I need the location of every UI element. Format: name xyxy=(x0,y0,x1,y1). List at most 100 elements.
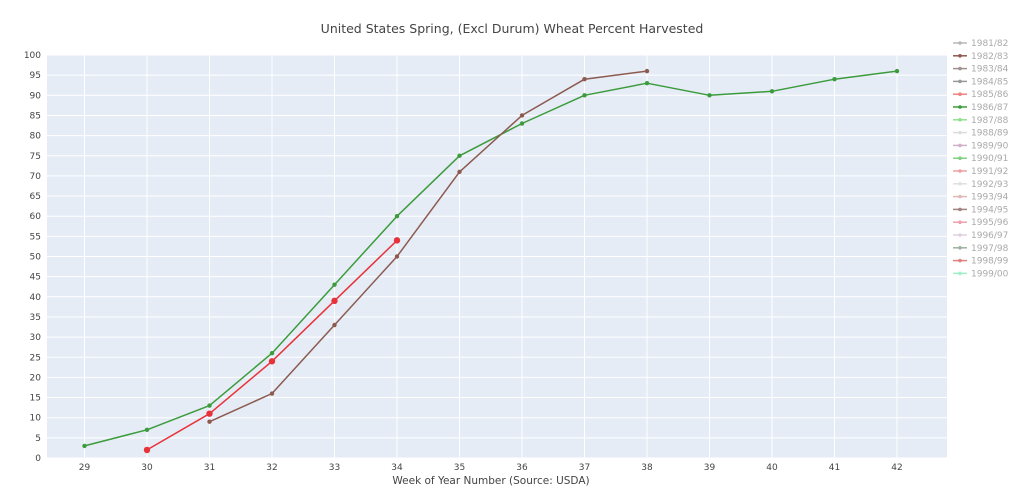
legend-item[interactable]: 1991/92 xyxy=(953,167,1008,177)
legend-item[interactable]: 1982/83 xyxy=(953,52,1008,62)
data-point xyxy=(582,93,587,98)
legend-label: 1998/99 xyxy=(971,257,1009,267)
data-point xyxy=(644,68,650,74)
x-tick-label: 40 xyxy=(766,463,778,473)
y-tick-label: 60 xyxy=(30,212,42,222)
legend-label: 1999/00 xyxy=(971,269,1009,279)
legend-label: 1986/87 xyxy=(971,103,1008,113)
legend-marker xyxy=(958,118,962,122)
legend-label: 1983/84 xyxy=(971,65,1009,75)
legend-label: 1993/94 xyxy=(971,193,1009,203)
legend-marker xyxy=(958,220,962,224)
legend-item[interactable]: 1993/94 xyxy=(953,193,1009,203)
data-point xyxy=(332,322,337,328)
y-tick-label: 5 xyxy=(35,434,41,444)
y-tick-label: 80 xyxy=(30,132,42,142)
legend-marker xyxy=(958,207,962,212)
x-tick-label: 38 xyxy=(641,463,653,473)
y-tick-label: 40 xyxy=(30,293,42,303)
x-tick-label: 39 xyxy=(704,463,716,473)
legend-items: 1981/82 1982/83 1983/84 1984/85 1985/86 1986/… xyxy=(953,39,1009,279)
data-point xyxy=(457,153,462,158)
x-tick-label: 41 xyxy=(829,463,840,473)
legend-marker xyxy=(958,41,962,45)
data-point xyxy=(519,113,525,118)
legend-item[interactable]: 1987/88 xyxy=(953,116,1009,126)
data-point xyxy=(707,93,712,98)
data-point xyxy=(269,351,275,356)
x-tick-label: 42 xyxy=(891,463,902,473)
y-tick-label: 55 xyxy=(30,232,41,242)
data-point xyxy=(394,214,400,219)
legend-marker xyxy=(958,143,962,148)
data-point xyxy=(269,391,275,396)
legend-marker xyxy=(958,194,962,199)
legend-marker xyxy=(958,66,962,71)
legend-label: 1996/97 xyxy=(971,231,1008,241)
legend-marker xyxy=(958,233,962,237)
legend-label: 1997/98 xyxy=(971,244,1009,254)
legend-label: 1981/82 xyxy=(971,39,1008,49)
data-point xyxy=(393,237,401,244)
legend-item[interactable]: 1998/99 xyxy=(953,257,1009,267)
legend-item[interactable]: 1985/86 xyxy=(953,90,1009,100)
y-tick-label: 15 xyxy=(30,394,41,404)
legend-item[interactable]: 1983/84 xyxy=(953,65,1009,75)
data-point xyxy=(394,254,400,259)
legend-label: 1987/88 xyxy=(971,116,1009,126)
legend-item[interactable]: 1999/00 xyxy=(953,269,1009,279)
legend-label: 1995/96 xyxy=(971,218,1009,228)
y-tick-label: 10 xyxy=(30,414,42,424)
legend-marker xyxy=(958,182,962,186)
legend-item[interactable]: 1997/98 xyxy=(953,244,1009,254)
legend-marker xyxy=(958,169,962,173)
x-tick-label: 33 xyxy=(329,463,340,473)
legend-marker xyxy=(958,92,962,96)
legend[interactable]: 1981/82 1982/83 1983/84 1984/85 1985/86 1986/… xyxy=(953,39,1009,279)
data-point xyxy=(644,81,650,86)
legend-label: 1984/85 xyxy=(971,77,1008,87)
x-axis-ticks: 29 30 31 32 33 34 35 36 37 38 39 40 41 42 xyxy=(79,463,903,473)
y-tick-label: 25 xyxy=(30,353,41,363)
legend-item[interactable]: 1995/96 xyxy=(953,218,1009,228)
series-line xyxy=(84,70,898,447)
y-tick-label: 100 xyxy=(24,51,41,61)
data-point xyxy=(457,169,462,175)
y-tick-label: 50 xyxy=(30,253,42,263)
legend-item[interactable]: 1989/90 xyxy=(953,141,1009,151)
series-line xyxy=(209,70,648,423)
legend-item[interactable]: 1990/91 xyxy=(953,154,1008,164)
legend-label: 1985/86 xyxy=(971,90,1009,100)
legend-marker xyxy=(958,271,962,276)
data-point xyxy=(144,427,150,432)
legend-item[interactable]: 1984/85 xyxy=(953,77,1008,87)
legend-item[interactable]: 1994/95 xyxy=(953,205,1008,215)
y-tick-label: 45 xyxy=(30,273,41,283)
legend-label: 1990/91 xyxy=(971,154,1008,164)
legend-label: 1988/89 xyxy=(971,129,1009,139)
legend-marker xyxy=(958,258,962,263)
legend-marker xyxy=(958,79,962,84)
legend-label: 1994/95 xyxy=(971,205,1008,215)
data-point xyxy=(331,297,338,305)
y-tick-label: 95 xyxy=(30,71,41,81)
legend-item[interactable]: 1996/97 xyxy=(953,231,1008,241)
y-axis-ticks: 0 5 10 15 20 25 30 35 40 45 50 55 60 65 70 75 80 85 90 95 10… xyxy=(24,51,41,464)
data-point xyxy=(894,68,900,74)
series-2 xyxy=(143,237,401,454)
data-point xyxy=(268,358,276,365)
y-tick-label: 90 xyxy=(30,91,42,101)
series-group xyxy=(82,68,900,454)
legend-item[interactable]: 1992/93 xyxy=(953,180,1008,190)
legend-label: 1992/93 xyxy=(971,180,1008,190)
y-tick-label: 20 xyxy=(30,373,42,383)
legend-item[interactable]: 1981/82 xyxy=(953,39,1008,49)
series-0 xyxy=(82,68,900,449)
legend-label: 1991/92 xyxy=(971,167,1008,177)
legend-item[interactable]: 1986/87 xyxy=(953,103,1008,113)
data-point xyxy=(82,443,87,449)
x-tick-label: 34 xyxy=(391,463,403,473)
legend-item[interactable]: 1988/89 xyxy=(953,129,1009,139)
x-tick-label: 35 xyxy=(454,463,465,473)
